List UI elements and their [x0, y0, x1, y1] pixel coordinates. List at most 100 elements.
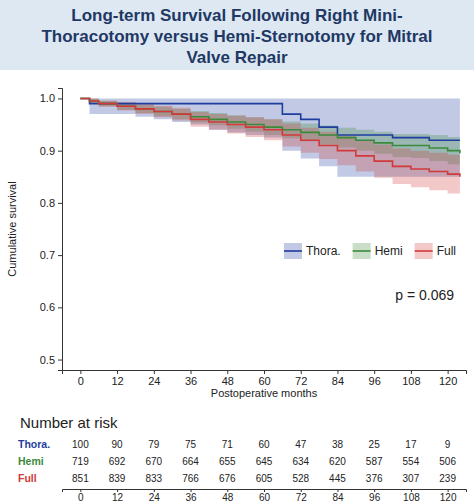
risk-count: 307 — [403, 473, 420, 484]
x-axis-tick-mark — [301, 370, 302, 374]
x-axis-tick-label: 84 — [332, 375, 344, 387]
risk-axis-tick: 60 — [259, 489, 271, 503]
x-axis-tick-label: 60 — [258, 375, 270, 387]
title-line: Long-term Survival Following Right Mini- — [71, 6, 402, 25]
legend-item: Full — [415, 243, 456, 259]
confidence-band — [80, 98, 460, 197]
x-axis-tick-label: 48 — [222, 375, 234, 387]
risk-row-label: Thora. — [18, 438, 50, 450]
risk-count: 71 — [222, 439, 234, 450]
legend-item: Hemi — [353, 243, 403, 259]
survival-line — [80, 98, 460, 140]
risk-axis-tick-label: 0 — [78, 492, 84, 503]
x-axis-line — [63, 371, 467, 375]
risk-count: 554 — [403, 456, 420, 467]
legend-swatch-line — [353, 250, 371, 252]
title-background — [0, 0, 474, 70]
risk-count: 47 — [295, 439, 307, 450]
x-axis-tick-label: 12 — [111, 375, 123, 387]
risk-axis-tick-label: 72 — [296, 492, 308, 503]
risk-count: 25 — [369, 439, 381, 450]
y-axis-tick-label: 0.9 — [40, 145, 55, 157]
y-axis-tick-mark — [58, 151, 62, 152]
risk-axis-tick-label: 120 — [440, 492, 457, 503]
risk-count: 75 — [185, 439, 197, 450]
title-line: Thoracotomy versus Hemi-Sternotomy for M… — [41, 27, 432, 46]
x-axis-tick-mark — [337, 370, 338, 374]
risk-count: 38 — [332, 439, 344, 450]
y-axis-tick-mark — [58, 360, 62, 361]
legend-swatch — [353, 243, 371, 259]
x-axis-tick-label: 36 — [185, 375, 197, 387]
risk-count: 445 — [329, 473, 346, 484]
x-axis-tick: 60 — [258, 370, 270, 387]
risk-axis-tick: 0 — [78, 489, 84, 503]
risk-count: 100 — [72, 439, 89, 450]
risk-count: 655 — [219, 456, 236, 467]
x-axis-tick-label: 72 — [295, 375, 307, 387]
x-axis-tick-mark — [227, 370, 228, 374]
risk-count: 851 — [72, 473, 89, 484]
risk-count: 676 — [219, 473, 236, 484]
risk-axis-tick-label: 12 — [112, 492, 124, 503]
y-axis-tick: 0.9 — [40, 145, 62, 157]
risk-table-title: Number at risk — [20, 414, 118, 431]
y-axis-tick-mark — [58, 255, 62, 256]
risk-count: 506 — [439, 456, 456, 467]
y-axis-title: Cumulative survival — [6, 181, 18, 276]
x-axis-tick-label: 24 — [148, 375, 160, 387]
y-axis-tick-label: 0.8 — [40, 197, 55, 209]
legend-item: Thora. — [284, 243, 341, 259]
risk-count: 664 — [182, 456, 199, 467]
survival-line — [80, 98, 460, 153]
x-axis-tick: 12 — [111, 370, 123, 387]
risk-count: 90 — [112, 439, 124, 450]
risk-count: 766 — [182, 473, 199, 484]
risk-axis: 01224364860728496108120 — [63, 489, 467, 503]
annotation: p = 0.069 — [395, 287, 454, 303]
legend: Thora. Hemi Full — [284, 243, 456, 259]
x-axis-tick-mark — [264, 370, 265, 374]
risk-axis-tick-label: 60 — [259, 492, 271, 503]
risk-row-label: Hemi — [18, 455, 44, 467]
risk-count: 17 — [405, 439, 417, 450]
x-axis-tick: 72 — [295, 370, 307, 387]
risk-count: 60 — [258, 439, 270, 450]
y-axis-tick: 1.0 — [40, 92, 62, 104]
x-axis-tick: 108 — [402, 370, 420, 387]
risk-axis-tick: 12 — [112, 489, 124, 503]
x-axis-tick-mark — [117, 370, 118, 374]
x-axis-tick-mark — [154, 370, 155, 374]
x-axis-tick-mark — [374, 370, 375, 374]
y-axis-tick-mark — [58, 98, 62, 99]
chart-container: Long-term Survival Following Right Mini-… — [0, 0, 474, 503]
x-axis-tick: 84 — [332, 370, 344, 387]
legend-swatch — [284, 243, 302, 259]
risk-axis-tick: 84 — [332, 489, 344, 503]
x-axis-tick-mark — [191, 370, 192, 374]
risk-axis-tick: 36 — [185, 489, 197, 503]
risk-count: 605 — [256, 473, 273, 484]
risk-axis-tick-label: 84 — [332, 492, 344, 503]
risk-count: 634 — [292, 456, 309, 467]
y-axis-tick-label: 1.0 — [40, 92, 55, 104]
legend-label: Full — [437, 244, 456, 258]
risk-count: 839 — [109, 473, 126, 484]
x-axis-tick-label: 120 — [439, 375, 457, 387]
risk-row-label: Full — [18, 472, 37, 484]
risk-count: 719 — [72, 456, 89, 467]
risk-count: 239 — [439, 473, 456, 484]
legend-swatch-line — [415, 250, 433, 252]
risk-count: 376 — [366, 473, 383, 484]
x-axis-tick: 48 — [222, 370, 234, 387]
legend-swatch-line — [284, 250, 302, 252]
risk-count: 528 — [292, 473, 309, 484]
y-axis-line — [58, 89, 63, 371]
legend-swatch — [415, 243, 433, 259]
risk-axis-tick-label: 96 — [369, 492, 381, 503]
risk-count: 645 — [256, 456, 273, 467]
risk-axis-tick-label: 108 — [403, 492, 420, 503]
x-axis-tick: 36 — [185, 370, 197, 387]
risk-axis-tick-label: 48 — [222, 492, 234, 503]
legend-label: Thora. — [306, 244, 341, 258]
